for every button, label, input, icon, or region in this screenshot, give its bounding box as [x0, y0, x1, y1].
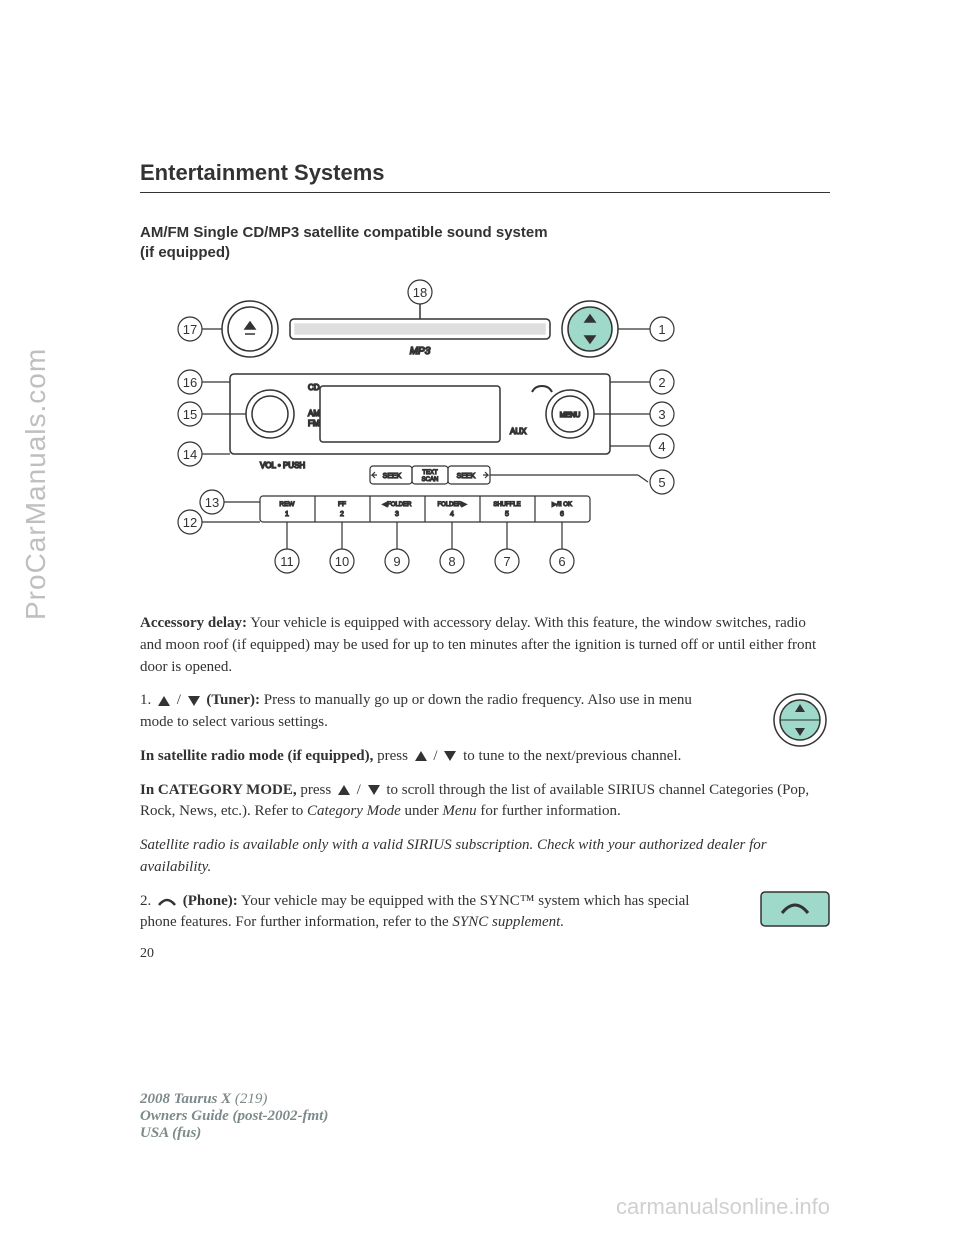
svg-text:6: 6 — [560, 511, 564, 518]
triangle-up-icon — [157, 695, 171, 707]
category-end: for further information. — [477, 803, 621, 819]
svg-text:FM: FM — [308, 419, 320, 428]
tuner-knob-icon — [770, 690, 830, 758]
section-title: Entertainment Systems — [140, 160, 830, 186]
footer-model: 2008 Taurus X (219) — [140, 1091, 328, 1108]
triangle-down-icon — [443, 750, 457, 762]
svg-text:3: 3 — [658, 407, 665, 422]
category-mid: press — [297, 782, 335, 798]
satellite-note: Satellite radio is available only with a… — [140, 837, 767, 875]
svg-text:10: 10 — [335, 554, 349, 569]
svg-text:SEEK: SEEK — [457, 473, 476, 480]
svg-text:8: 8 — [448, 554, 455, 569]
category-ital1: Category Mode — [307, 803, 401, 819]
footer-region: USA (fus) — [140, 1125, 328, 1142]
title-rule — [140, 192, 830, 193]
category-label: In CATEGORY MODE, — [140, 782, 297, 798]
svg-text:AM: AM — [308, 409, 320, 418]
svg-text:17: 17 — [183, 322, 197, 337]
satellite-note-para: Satellite radio is available only with a… — [140, 835, 830, 879]
svg-text:5: 5 — [505, 511, 509, 518]
svg-text:TEXT: TEXT — [422, 470, 438, 476]
svg-text:18: 18 — [413, 285, 427, 300]
phone-ital: SYNC supplement. — [452, 914, 564, 930]
svg-text:2: 2 — [340, 511, 344, 518]
svg-text:3: 3 — [395, 511, 399, 518]
bottom-watermark: carmanualsonline.info — [616, 1194, 830, 1220]
satellite-rest: to tune to the next/previous channel. — [463, 748, 681, 764]
triangle-up-icon — [414, 750, 428, 762]
svg-text:7: 7 — [503, 554, 510, 569]
svg-text:14: 14 — [183, 447, 197, 462]
triangle-up-icon — [337, 784, 351, 796]
svg-text:5: 5 — [658, 475, 665, 490]
svg-text:2: 2 — [658, 375, 665, 390]
svg-text:16: 16 — [183, 375, 197, 390]
triangle-down-icon — [367, 784, 381, 796]
svg-text:6: 6 — [558, 554, 565, 569]
svg-text:1: 1 — [285, 511, 289, 518]
svg-text:MENU: MENU — [560, 412, 581, 419]
svg-text:FF: FF — [338, 501, 346, 508]
tuner-prefix: 1. — [140, 692, 155, 708]
triangle-down-icon — [187, 695, 201, 707]
phone-label: (Phone): — [183, 893, 238, 909]
accessory-delay-label: Accessory delay: — [140, 615, 247, 631]
svg-text:◀FOLDER: ◀FOLDER — [383, 502, 413, 508]
satellite-mid: press — [373, 748, 411, 764]
svg-text:CD: CD — [308, 383, 320, 392]
category-para: In CATEGORY MODE, press / to scroll thro… — [140, 780, 830, 824]
radio-diagram: MP3 CD AM FM AUX MENU — [140, 274, 700, 589]
svg-text:REW: REW — [279, 501, 295, 508]
accessory-delay-para: Accessory delay: Your vehicle is equippe… — [140, 613, 830, 678]
svg-text:1: 1 — [658, 322, 665, 337]
tuner-para: 1. / (Tuner): Press to manually go up or… — [140, 690, 830, 734]
phone-button-icon — [760, 891, 830, 935]
svg-text:13: 13 — [205, 495, 219, 510]
footer-guide: Owners Guide (post-2002-fmt) — [140, 1108, 328, 1125]
phone-icon — [157, 895, 177, 907]
page: Entertainment Systems AM/FM Single CD/MP… — [0, 0, 960, 962]
phone-para: 2. (Phone): Your vehicle may be equipped… — [140, 891, 830, 935]
svg-text:▶/II OK: ▶/II OK — [552, 502, 572, 508]
svg-text:SEEK: SEEK — [383, 473, 402, 480]
satellite-label: In satellite radio mode (if equipped), — [140, 748, 373, 764]
phone-prefix: 2. — [140, 893, 155, 909]
category-mid2: under — [401, 803, 443, 819]
svg-text:SHUFFLE: SHUFFLE — [493, 502, 520, 508]
svg-text:12: 12 — [183, 515, 197, 530]
svg-text:FOLDER▶: FOLDER▶ — [438, 502, 467, 508]
category-ital2: Menu — [442, 803, 476, 819]
svg-text:15: 15 — [183, 407, 197, 422]
satellite-para: In satellite radio mode (if equipped), p… — [140, 746, 830, 768]
svg-text:4: 4 — [450, 511, 454, 518]
svg-text:VOL • PUSH: VOL • PUSH — [260, 461, 305, 470]
page-number: 20 — [140, 946, 830, 962]
svg-text:AUX: AUX — [510, 427, 527, 436]
svg-text:9: 9 — [393, 554, 400, 569]
tuner-label: (Tuner): — [206, 692, 260, 708]
svg-text:4: 4 — [658, 439, 665, 454]
svg-text:MP3: MP3 — [410, 346, 431, 357]
svg-text:11: 11 — [280, 554, 294, 569]
subheading: AM/FM Single CD/MP3 satellite compatible… — [140, 223, 830, 262]
svg-text:SCAN: SCAN — [422, 477, 439, 483]
footer: 2008 Taurus X (219) Owners Guide (post-2… — [140, 1091, 328, 1142]
